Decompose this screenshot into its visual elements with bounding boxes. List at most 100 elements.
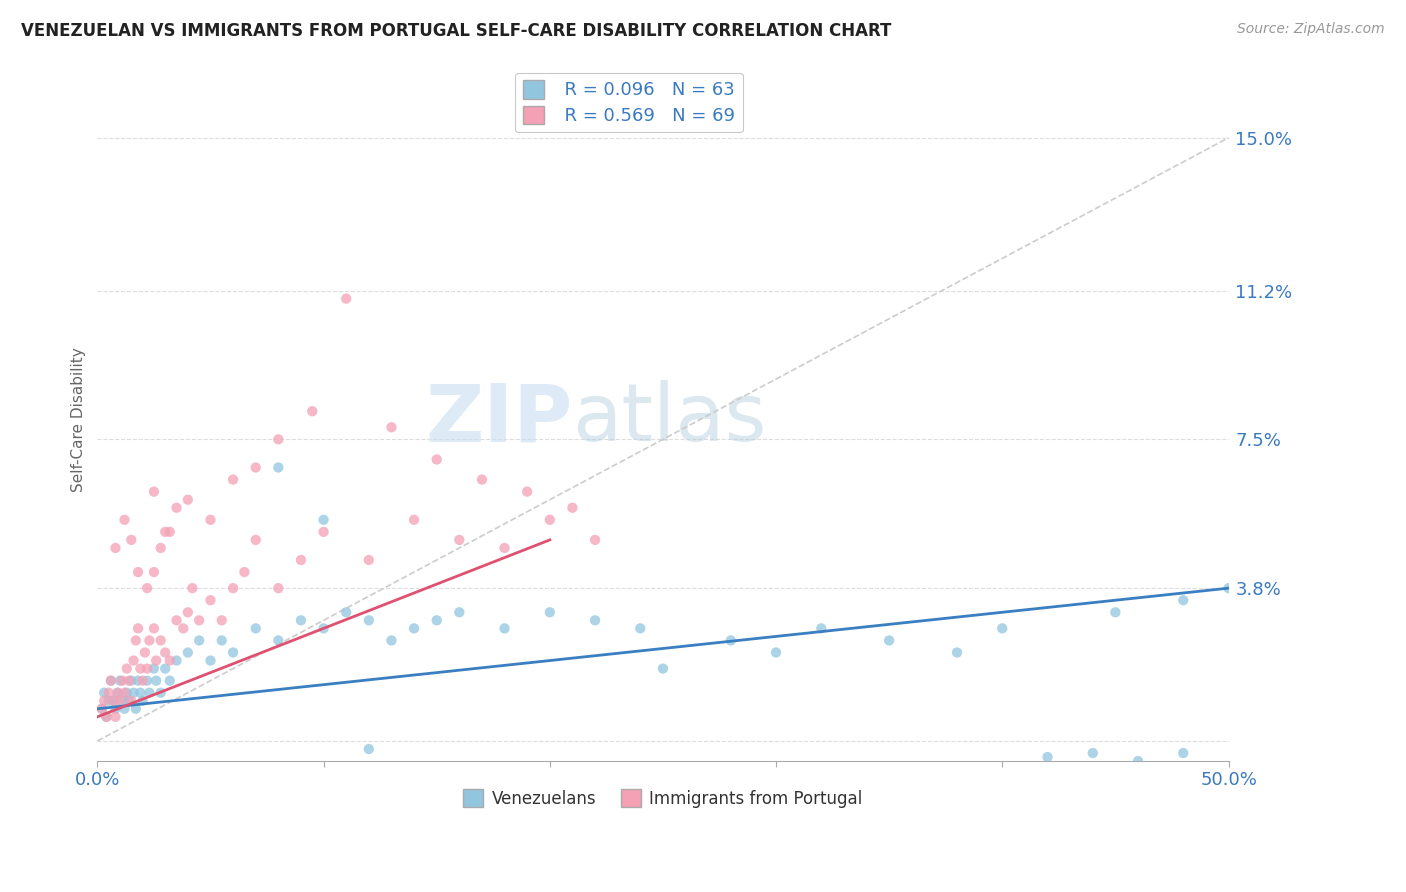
- Point: [357, 742, 380, 756]
- Point: [131, 694, 153, 708]
- Y-axis label: Self-Care Disability: Self-Care Disability: [72, 347, 86, 491]
- Point: [357, 613, 380, 627]
- Point: [138, 686, 160, 700]
- Point: [267, 633, 290, 648]
- Point: [136, 662, 159, 676]
- Point: [155, 646, 177, 660]
- Point: [267, 433, 290, 447]
- Point: [145, 673, 167, 688]
- Point: [108, 673, 131, 688]
- Point: [166, 500, 188, 515]
- Point: [120, 673, 142, 688]
- Point: [1218, 581, 1240, 595]
- Point: [1081, 746, 1104, 760]
- Point: [380, 633, 402, 648]
- Point: [188, 633, 211, 648]
- Point: [136, 581, 159, 595]
- Point: [107, 686, 129, 700]
- Point: [494, 621, 516, 635]
- Point: [200, 654, 222, 668]
- Text: Source: ZipAtlas.com: Source: ZipAtlas.com: [1237, 22, 1385, 37]
- Point: [181, 581, 204, 595]
- Point: [129, 662, 152, 676]
- Point: [166, 654, 188, 668]
- Point: [122, 686, 145, 700]
- Point: [155, 662, 177, 676]
- Point: [583, 613, 606, 627]
- Point: [90, 702, 112, 716]
- Point: [245, 533, 267, 547]
- Point: [245, 460, 267, 475]
- Point: [125, 633, 148, 648]
- Point: [471, 473, 494, 487]
- Point: [946, 646, 969, 660]
- Point: [357, 553, 380, 567]
- Point: [404, 621, 426, 635]
- Point: [120, 694, 142, 708]
- Point: [138, 633, 160, 648]
- Point: [149, 541, 172, 555]
- Point: [104, 541, 127, 555]
- Point: [97, 686, 120, 700]
- Point: [177, 646, 200, 660]
- Point: [155, 524, 177, 539]
- Point: [561, 500, 583, 515]
- Point: [149, 686, 172, 700]
- Point: [652, 662, 675, 676]
- Point: [93, 686, 115, 700]
- Point: [335, 605, 357, 619]
- Point: [426, 452, 449, 467]
- Point: [142, 565, 165, 579]
- Point: [136, 673, 159, 688]
- Point: [222, 473, 245, 487]
- Point: [100, 673, 122, 688]
- Point: [720, 633, 742, 648]
- Point: [100, 673, 122, 688]
- Point: [131, 673, 153, 688]
- Point: [494, 541, 516, 555]
- Point: [134, 646, 156, 660]
- Point: [335, 292, 357, 306]
- Point: [104, 710, 127, 724]
- Point: [188, 613, 211, 627]
- Point: [127, 565, 149, 579]
- Point: [810, 621, 832, 635]
- Point: [115, 662, 138, 676]
- Point: [149, 633, 172, 648]
- Point: [114, 702, 136, 716]
- Point: [96, 710, 118, 724]
- Point: [145, 654, 167, 668]
- Point: [380, 420, 402, 434]
- Point: [628, 621, 651, 635]
- Point: [107, 686, 129, 700]
- Point: [172, 621, 194, 635]
- Point: [103, 694, 125, 708]
- Text: atlas: atlas: [572, 380, 766, 458]
- Point: [222, 581, 245, 595]
- Point: [290, 553, 312, 567]
- Point: [142, 662, 165, 676]
- Point: [211, 613, 233, 627]
- Point: [449, 533, 471, 547]
- Point: [301, 404, 323, 418]
- Point: [404, 513, 426, 527]
- Point: [97, 694, 120, 708]
- Text: VENEZUELAN VS IMMIGRANTS FROM PORTUGAL SELF-CARE DISABILITY CORRELATION CHART: VENEZUELAN VS IMMIGRANTS FROM PORTUGAL S…: [21, 22, 891, 40]
- Legend: Venezuelans, Immigrants from Portugal: Venezuelans, Immigrants from Portugal: [457, 783, 869, 814]
- Point: [127, 621, 149, 635]
- Point: [233, 565, 256, 579]
- Point: [125, 702, 148, 716]
- Point: [159, 673, 181, 688]
- Point: [267, 581, 290, 595]
- Point: [122, 654, 145, 668]
- Point: [111, 673, 134, 688]
- Point: [583, 533, 606, 547]
- Point: [200, 593, 222, 607]
- Point: [222, 646, 245, 660]
- Point: [177, 605, 200, 619]
- Point: [1173, 593, 1195, 607]
- Point: [312, 621, 335, 635]
- Point: [991, 621, 1014, 635]
- Point: [111, 694, 134, 708]
- Point: [104, 702, 127, 716]
